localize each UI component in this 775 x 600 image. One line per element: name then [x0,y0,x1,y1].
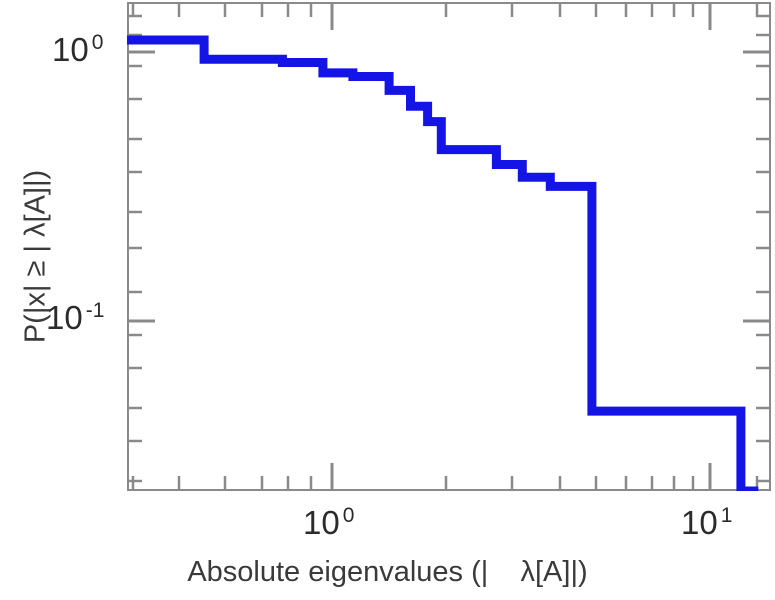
x-axis-ticks-top [131,2,759,30]
y-axis-title: P(|x| ≥ | λ[A]|) [19,169,52,344]
x-axis-ticks-bottom [131,463,759,491]
x-tick-label-10-1: 10 1 [681,504,733,541]
y-axis-ticks-right [743,14,771,483]
y-axis-ticks-left [127,14,155,483]
x-axis-title: Absolute eigenvalues (| λ[A]|) [187,556,588,588]
y-tick-label-10-minus-1: 10 -1 [46,299,105,336]
ccdf-step-curve [127,35,759,491]
y-tick-label-10-0: 10 0 [52,31,104,68]
x-tick-label-10-0: 10 0 [303,504,355,541]
